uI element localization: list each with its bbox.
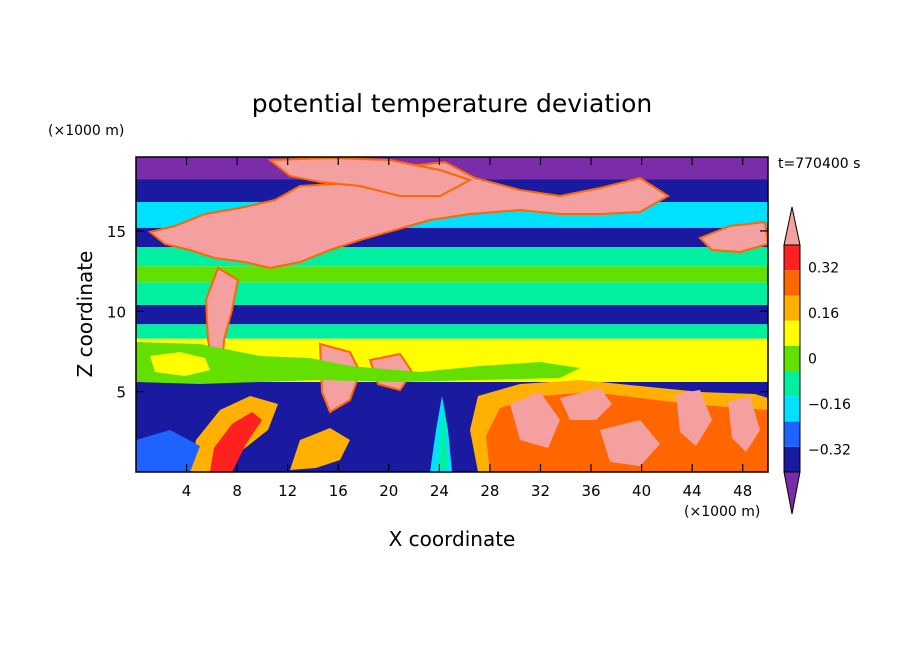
colorbar-segment [784,295,800,321]
x-tick-label: 32 [531,482,550,500]
x-axis-label: X coordinate [389,527,516,551]
field-band-7 [136,266,768,283]
surface-cold-region [136,430,200,472]
chart-title: potential temperature deviation [252,89,652,118]
y-tick-label: 10 [107,303,126,321]
lower-left-warm-core [210,412,262,472]
x-axis: 4 8 12 16 20 24 28 32 36 40 44 48 [182,157,752,500]
colorbar: −0.32 −0.16 0 0.16 0.32 [783,206,851,515]
x-tick-label: 24 [430,482,449,500]
colorbar-segment [784,396,800,422]
top-warm-region [267,157,473,197]
y-axis-label: Z coordinate [73,251,97,378]
y-unit-label: (×1000 m) [48,123,124,139]
lower-mid-warm-region [290,428,350,470]
field-band-5 [136,304,768,325]
x-tick-label: 20 [379,482,398,500]
field-band-4 [136,324,768,339]
lower-warm-core-2 [560,388,612,420]
y-tick-label: 15 [107,223,126,241]
colorbar-segment [784,345,800,372]
y-axis: 5 10 15 [107,223,768,402]
colorbar-segment [784,421,800,447]
colorbar-tick-label: −0.32 [808,442,851,458]
colorbar-tick-label: 0.32 [808,261,839,277]
x-tick-label: 40 [632,482,651,500]
x-unit-label: (×1000 m) [684,504,760,520]
colorbar-tick-label: 0 [808,352,817,368]
green-column [438,404,448,470]
lower-warm-core-5 [728,396,760,452]
x-tick-label: 8 [232,482,242,500]
mid-yellow-core [150,352,210,376]
mid-warm-band [136,342,580,384]
colorbar-segment [784,371,800,397]
colorbar-frame [783,244,801,473]
x-tick-label: 28 [480,482,499,500]
x-tick-label: 16 [329,482,348,500]
colorbar-segment [784,270,800,296]
field-blobs [136,157,768,472]
plot-area [136,157,768,472]
y-tick-label: 5 [116,384,126,402]
colorbar-segment [784,245,800,271]
upper-right-warm-region [698,220,768,254]
x-tick-label: 36 [581,482,600,500]
colorbar-segment [784,320,800,346]
colorbar-extend-min [783,471,801,515]
field-band-6 [136,282,768,305]
colorbar-segment [784,446,800,472]
x-tick-label: 48 [733,482,752,500]
lower-warm-core-1 [510,392,560,448]
upper-warm-region [147,160,670,270]
time-label: t=770400 s [778,156,860,172]
plot-frame [135,156,769,473]
x-tick-label: 12 [278,482,297,500]
x-tick-label: 4 [182,482,192,500]
colorbar-extend-max [783,206,801,246]
lower-warm-core-4 [676,390,712,446]
lower-warm-core-3 [600,420,660,466]
colorbar-tick-label: −0.16 [808,397,851,413]
x-tick-label: 44 [683,482,702,500]
colorbar-tick-label: 0.16 [808,306,839,322]
